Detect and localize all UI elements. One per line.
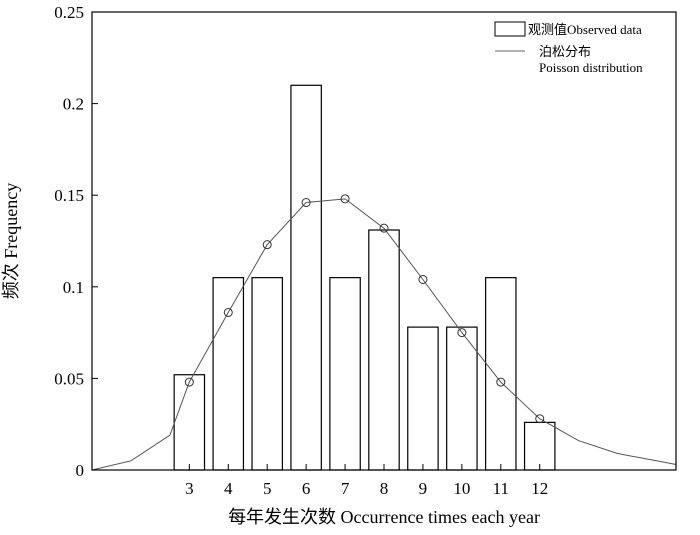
y-axis-title: 频次 Frequency	[1, 183, 21, 299]
x-tick-label: 6	[302, 479, 311, 498]
poisson-point-10	[457, 328, 467, 338]
x-tick-label: 7	[341, 479, 350, 498]
y-tick-label: 0.2	[63, 95, 84, 114]
poisson-point-6	[301, 198, 311, 208]
x-tick-label: 12	[531, 479, 548, 498]
poisson-point-3	[184, 377, 194, 387]
y-tick-label: 0.15	[54, 186, 84, 205]
poisson-point-4	[223, 307, 233, 317]
y-tick-label: 0.05	[54, 369, 84, 388]
poisson-point-7	[340, 194, 350, 204]
x-tick-label: 4	[224, 479, 233, 498]
poisson-point-5	[262, 240, 272, 250]
bar-12	[523, 421, 556, 471]
bar-7	[329, 277, 361, 471]
x-axis-title: 每年发生次数 Occurrence times each year	[228, 507, 540, 527]
bar-8	[368, 229, 400, 471]
line-layer	[91, 194, 677, 471]
poisson-line	[91, 198, 677, 471]
legend-label-poisson: 泊松分布	[539, 44, 591, 59]
bar-11	[485, 277, 517, 471]
x-tick-label: 3	[185, 479, 194, 498]
bar-10	[446, 326, 478, 471]
x-tick-label: 8	[380, 479, 389, 498]
bar-6	[290, 84, 322, 471]
poisson-point-8	[379, 223, 389, 233]
legend: 观测值Observed data 泊松分布 Poisson distributi…	[494, 21, 643, 75]
x-tick-label: 9	[419, 479, 428, 498]
ticks-layer: 0 0.05 0.1 0.15 0.2 0.25 3 4 5 6 7 8 9 10 11 12	[54, 3, 548, 498]
poisson-point-12	[535, 414, 545, 424]
y-tick-label: 0.25	[54, 3, 84, 22]
legend-label-observed: 观测值Observed data	[528, 22, 642, 37]
legend-label-poisson-line2: Poisson distribution	[539, 60, 643, 75]
bar-9	[407, 326, 439, 471]
x-tick-label: 5	[263, 479, 272, 498]
x-tick-label: 11	[493, 479, 509, 498]
legend-swatch-observed	[494, 21, 526, 37]
poisson-point-11	[496, 377, 506, 387]
bar-3	[173, 374, 206, 471]
y-tick-label: 0	[76, 461, 85, 480]
bar-4	[212, 277, 245, 471]
poisson-point-9	[418, 274, 428, 284]
bars-layer	[173, 84, 556, 471]
bar-5	[251, 277, 283, 471]
x-tick-label: 10	[453, 479, 470, 498]
y-tick-label: 0.1	[63, 278, 84, 297]
